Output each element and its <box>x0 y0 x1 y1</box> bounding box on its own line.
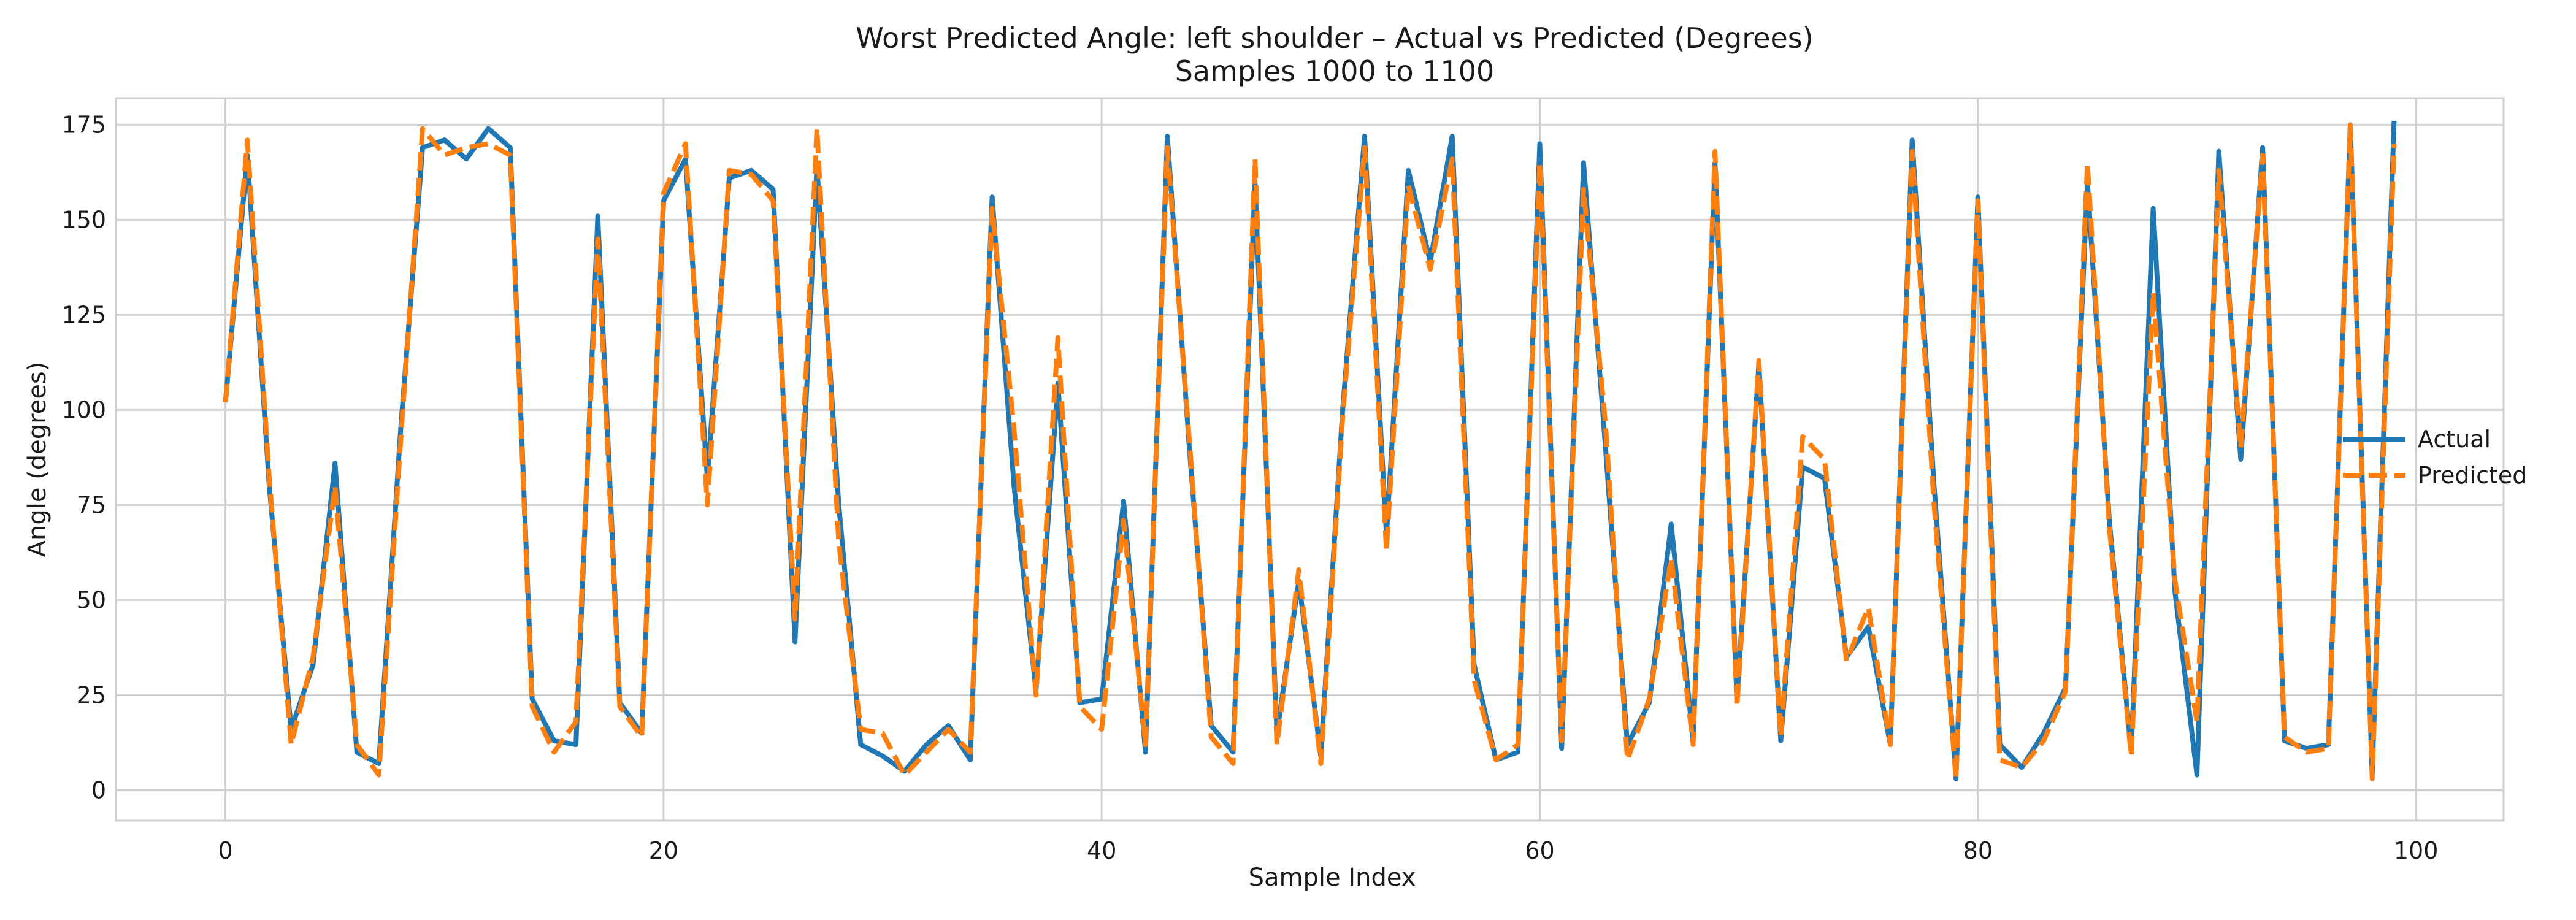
series-line-predicted <box>223 122 2397 781</box>
legend-label-actual: Actual <box>2418 426 2491 453</box>
y-tick-label: 50 <box>77 586 106 613</box>
series-lines <box>223 121 2397 781</box>
axis-ticks: 0 20 40 60 80 100 0 25 50 75 100 125 150 175 <box>61 111 2438 864</box>
chart-subtitle: Samples 1000 to 1100 <box>1175 55 1495 88</box>
chart-title: Worst Predicted Angle: left shoulder – A… <box>856 21 1813 55</box>
plot-frame <box>115 97 2505 822</box>
x-tick-label: 20 <box>649 837 678 864</box>
x-tick-label: 80 <box>1963 837 1993 864</box>
y-tick-label: 150 <box>61 206 106 233</box>
y-axis-label: Angle (degrees) <box>23 362 52 558</box>
y-tick-label: 0 <box>91 776 106 803</box>
y-tick-label: 100 <box>61 396 106 423</box>
x-tick-label: 0 <box>218 837 232 864</box>
legend: Actual Predicted <box>2343 426 2527 489</box>
x-axis-label: Sample Index <box>1249 864 1416 892</box>
x-tick-label: 60 <box>1525 837 1554 864</box>
x-tick-label: 40 <box>1087 837 1116 864</box>
y-tick-label: 175 <box>61 111 106 138</box>
y-tick-label: 75 <box>77 491 106 518</box>
y-tick-label: 125 <box>61 301 106 328</box>
y-tick-label: 25 <box>77 681 106 708</box>
x-tick-label: 100 <box>2394 837 2439 864</box>
legend-label-predicted: Predicted <box>2418 462 2527 489</box>
